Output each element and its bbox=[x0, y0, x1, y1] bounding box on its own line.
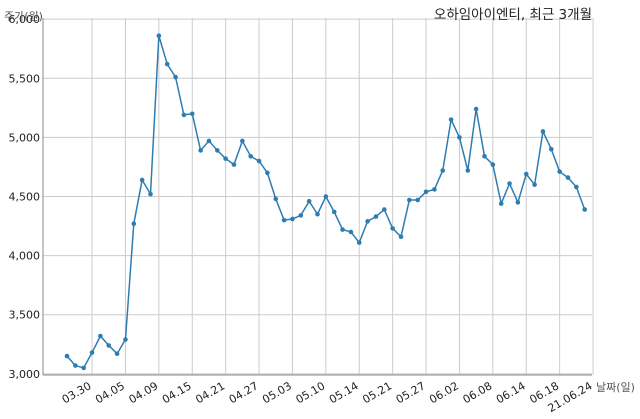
data-point bbox=[173, 74, 178, 80]
data-point bbox=[106, 343, 112, 348]
data-point bbox=[407, 197, 412, 203]
data-point bbox=[256, 158, 262, 164]
data-point bbox=[231, 162, 237, 167]
data-point bbox=[206, 138, 212, 144]
data-point bbox=[574, 184, 579, 190]
data-point bbox=[382, 207, 387, 212]
x-tick-label: 05.03 bbox=[260, 379, 294, 406]
grid-layer bbox=[43, 18, 594, 375]
x-tick-label: 04.09 bbox=[127, 379, 161, 406]
data-point bbox=[582, 207, 587, 212]
x-tick-label: 04.27 bbox=[227, 379, 261, 406]
data-point bbox=[64, 353, 70, 359]
data-point bbox=[156, 33, 162, 39]
data-point bbox=[523, 171, 529, 177]
x-axis-label: 날짜(일) bbox=[596, 380, 635, 394]
data-point bbox=[423, 189, 429, 195]
data-point bbox=[73, 363, 78, 368]
data-point bbox=[223, 156, 228, 161]
data-point bbox=[265, 170, 270, 176]
data-point bbox=[549, 146, 554, 152]
data-point bbox=[323, 194, 329, 199]
data-point bbox=[281, 217, 287, 223]
chart-title: 오하임아이엔티, 최근 3개월 bbox=[434, 7, 592, 23]
data-point bbox=[473, 106, 479, 112]
y-tick-label: 5,000 bbox=[9, 131, 41, 144]
data-point bbox=[356, 240, 362, 245]
x-tick-label: 05.27 bbox=[394, 379, 428, 406]
data-point bbox=[198, 148, 203, 153]
data-point bbox=[498, 201, 504, 206]
data-point bbox=[215, 148, 220, 153]
x-tick-label: 05.21 bbox=[360, 379, 394, 406]
data-point bbox=[540, 129, 546, 134]
y-tick-label: 4,000 bbox=[9, 250, 41, 263]
y-axis-label: 주가(원) bbox=[4, 10, 43, 23]
data-point bbox=[415, 197, 421, 203]
y-tick-label: 5,500 bbox=[9, 72, 41, 85]
data-point bbox=[507, 181, 512, 186]
data-point bbox=[131, 221, 137, 226]
y-tick-label: 4,500 bbox=[9, 191, 41, 204]
data-point bbox=[557, 169, 562, 174]
data-point bbox=[490, 162, 496, 167]
x-tick-label: 06.08 bbox=[461, 379, 495, 406]
data-point bbox=[565, 175, 571, 180]
x-tick-label: 05.10 bbox=[294, 379, 328, 406]
x-tick-label: 05.14 bbox=[327, 379, 361, 406]
data-point bbox=[181, 112, 187, 118]
data-point bbox=[482, 154, 487, 159]
data-point bbox=[515, 200, 521, 205]
data-point bbox=[373, 214, 379, 219]
data-point bbox=[390, 226, 395, 231]
data-point bbox=[139, 177, 145, 183]
data-point bbox=[440, 168, 446, 173]
data-point bbox=[114, 351, 120, 357]
data-point bbox=[123, 337, 128, 342]
x-tick-label: 04.15 bbox=[160, 379, 194, 406]
data-point bbox=[81, 365, 86, 371]
data-point bbox=[240, 138, 245, 144]
data-point bbox=[448, 117, 454, 122]
data-point bbox=[315, 211, 320, 217]
data-point bbox=[273, 196, 279, 202]
x-tick-label: 06.02 bbox=[427, 379, 461, 406]
data-point bbox=[365, 219, 370, 224]
data-point bbox=[148, 191, 153, 197]
data-point bbox=[465, 168, 471, 173]
data-point bbox=[398, 234, 404, 239]
data-point bbox=[189, 111, 195, 117]
series-layer bbox=[64, 33, 587, 371]
data-point bbox=[89, 350, 95, 355]
data-point bbox=[348, 229, 354, 235]
data-point bbox=[306, 198, 312, 204]
data-point bbox=[164, 61, 170, 67]
y-tick-label: 3,000 bbox=[9, 368, 41, 381]
data-point bbox=[298, 213, 304, 218]
label-layer: 오하임아이엔티, 최근 3개월 주가(원) 날짜(일) bbox=[4, 7, 635, 394]
data-point bbox=[331, 209, 337, 215]
data-point bbox=[290, 216, 295, 222]
data-point bbox=[340, 227, 345, 232]
x-tick-label: 04.21 bbox=[193, 379, 227, 406]
y-tick-label: 6,000 bbox=[9, 13, 41, 26]
data-point bbox=[98, 333, 103, 339]
data-point bbox=[432, 187, 437, 192]
data-point bbox=[248, 154, 253, 159]
x-tick-label: 06.14 bbox=[494, 379, 528, 406]
y-tick-label: 3,500 bbox=[9, 309, 41, 322]
x-tick-label: 03.30 bbox=[60, 379, 94, 406]
x-tick-label: 04.05 bbox=[93, 379, 127, 406]
data-point bbox=[457, 135, 462, 140]
data-point bbox=[532, 182, 537, 187]
